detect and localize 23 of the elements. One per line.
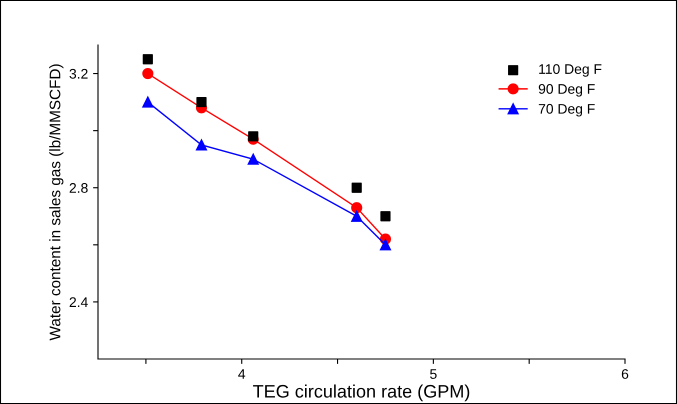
legend-label: 110 Deg F [539,64,602,77]
y-tick-label: 2.8 [70,183,88,193]
x-tick-label: 5 [430,369,437,379]
point [142,68,154,80]
y-axis-title: Water content in sales gas (lb/MMSCFD) [49,64,64,340]
point [142,54,153,64]
y-tick-label: 3.2 [70,68,88,79]
point [352,182,362,193]
point [142,96,154,108]
legend-label: 70 Deg F [538,104,595,117]
point [380,211,391,222]
point [248,154,259,165]
point [196,97,207,108]
point [380,239,392,250]
x-tick-label: 6 [622,369,628,379]
x-axis-title: TEG circulation rate (GPM) [253,384,470,402]
x-tick-label: 4 [238,369,246,379]
legend-label: 90 Deg F [538,84,595,97]
point [351,210,362,222]
y-tick-label: 2.4 [70,297,88,307]
point [248,131,258,142]
point [351,202,362,214]
point [196,139,208,150]
